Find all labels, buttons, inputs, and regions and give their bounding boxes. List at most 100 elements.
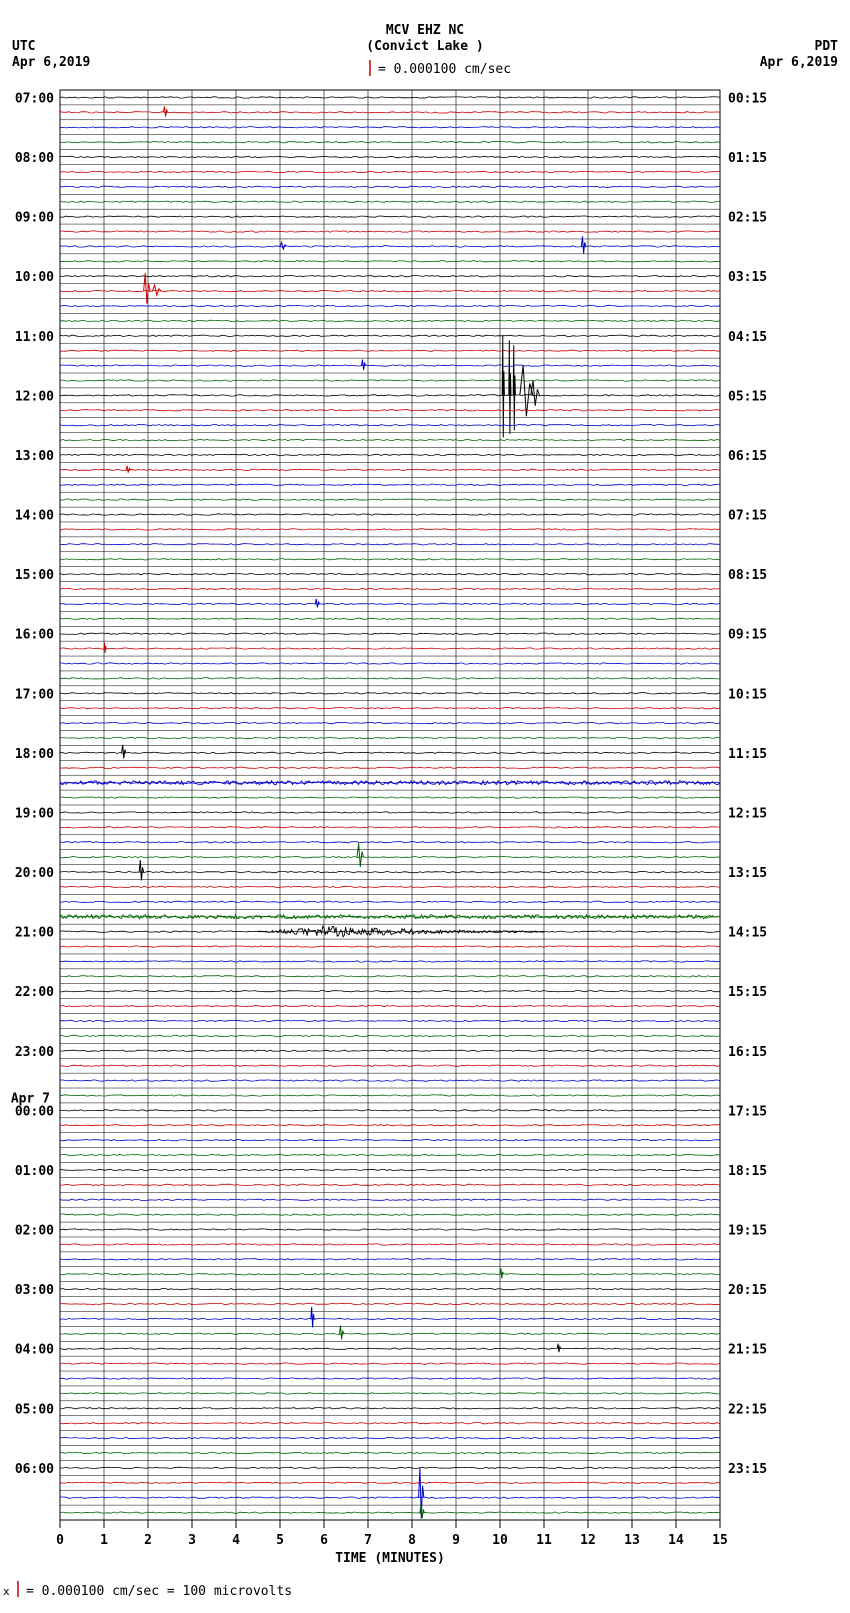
trace-line [60,1467,720,1468]
trace-line [60,1363,720,1364]
event-spike [163,106,167,116]
trace-line [60,1080,720,1081]
trace-line [60,1378,720,1379]
trace-line [60,1154,720,1155]
trace-line [60,1423,720,1424]
trace-line [60,1259,720,1260]
trace-line [60,335,720,336]
trace-line [60,1020,720,1021]
right-time-label: 11:15 [728,747,767,762]
left-time-label: 09:00 [15,211,54,226]
trace-line [60,380,720,381]
trace-line [60,1005,720,1006]
right-time-label: 18:15 [728,1164,767,1179]
trace-line [60,588,720,589]
trace-line [60,365,720,366]
trace-line [60,499,720,500]
trace-line [60,201,720,202]
right-time-label: 01:15 [728,151,767,166]
trace-line [60,231,720,232]
trace-line [60,827,720,828]
x-tick-label: 15 [712,1533,728,1548]
trace-line [60,991,720,992]
event-spike [557,1344,561,1353]
right-time-label: 14:15 [728,926,767,941]
right-tz: PDT [815,39,839,54]
trace-line [60,1437,720,1438]
trace-line [60,886,720,887]
right-time-label: 02:15 [728,211,767,226]
right-date: Apr 6,2019 [760,55,838,70]
left-time-label: 19:00 [15,806,54,821]
scale-prefix: x [3,1585,10,1598]
right-time-label: 17:15 [728,1104,767,1119]
event-spike [152,285,161,295]
seismogram-plot: MCV EHZ NC(Convict Lake )= 0.000100 cm/s… [0,0,850,1613]
left-time-label: 15:00 [15,568,54,583]
x-tick-label: 13 [624,1533,640,1548]
trace-line [60,1318,720,1319]
trace-line [60,1214,720,1215]
right-time-label: 03:15 [728,270,767,285]
trace-line [60,1274,720,1275]
right-time-label: 00:15 [728,91,767,106]
right-time-label: 06:15 [728,449,767,464]
trace-line [60,1199,720,1200]
trace-line [60,961,720,962]
left-time-label: 00:00 [15,1104,54,1119]
left-time-label: 10:00 [15,270,54,285]
trace-line [60,708,720,709]
left-time-label: 11:00 [15,330,54,345]
right-time-label: 23:15 [728,1462,767,1477]
right-time-label: 22:15 [728,1402,767,1417]
trace-line [60,439,720,440]
trace-line [60,454,720,455]
left-time-label: 14:00 [15,509,54,524]
trace-line [60,395,720,396]
left-time-label: 06:00 [15,1462,54,1477]
trace-line [60,529,720,530]
trace-line [60,261,720,262]
x-tick-label: 4 [232,1533,240,1548]
trace-line [60,156,720,157]
trace-line [60,678,720,679]
left-time-label: 13:00 [15,449,54,464]
trace-line [60,633,720,634]
right-time-label: 09:15 [728,628,767,643]
trace-line [60,1184,720,1185]
left-time-label: 17:00 [15,687,54,702]
left-tz: UTC [12,39,35,54]
right-time-label: 05:15 [728,389,767,404]
trace-line [60,276,720,277]
trace-line [60,246,720,247]
trace-line [60,350,720,351]
right-time-label: 04:15 [728,330,767,345]
trace-line [60,1095,720,1096]
x-tick-label: 10 [492,1533,508,1548]
trace-line [60,305,720,306]
trace-line [60,1288,720,1289]
trace-line [60,290,720,291]
trace-line [60,1348,720,1349]
scale-label-top: = 0.000100 cm/sec [378,62,511,77]
x-tick-label: 0 [56,1533,64,1548]
right-time-label: 19:15 [728,1224,767,1239]
right-time-label: 13:15 [728,866,767,881]
left-time-label: 18:00 [15,747,54,762]
trace-line [60,842,720,843]
x-tick-label: 2 [144,1533,152,1548]
x-tick-label: 14 [668,1533,684,1548]
event-spike [122,745,126,759]
scale-label-bottom: = 0.000100 cm/sec = 100 microvolts [26,1584,292,1599]
event-spike [311,1307,315,1327]
trace-line [60,186,720,187]
trace-line [60,559,720,560]
left-time-label: 16:00 [15,628,54,643]
trace-line [60,97,720,98]
trace-line [60,142,720,143]
x-tick-label: 5 [276,1533,284,1548]
right-time-label: 07:15 [728,509,767,524]
event-spike [339,1326,343,1340]
left-time-label: 04:00 [15,1343,54,1358]
trace-line [60,410,720,411]
